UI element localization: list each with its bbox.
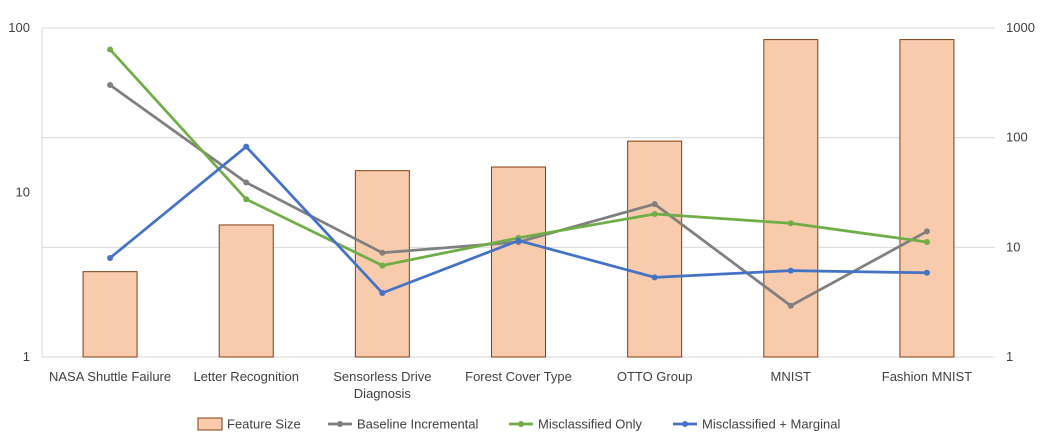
legend-label: Baseline Incremental [357,417,479,432]
right-tick-label: 1000 [1006,20,1035,35]
line-series [107,46,930,309]
data-point [243,196,250,203]
right-tick-label: 1 [1006,349,1013,364]
data-point [651,201,658,208]
category-label: Letter Recognition [193,369,299,384]
data-point [923,269,930,276]
bar [627,140,683,358]
bar-series [82,39,955,358]
right-tick-label: 100 [1006,130,1028,145]
data-point [107,46,114,53]
legend-label: Misclassified + Marginal [702,417,840,432]
legend-marker [518,421,524,427]
data-point [107,254,114,261]
bar [763,39,819,358]
left-tick-label: 100 [8,20,30,35]
data-point [787,220,794,227]
category-label: Sensorless Drive [333,369,431,384]
data-point [787,267,794,274]
legend-swatch [197,417,223,431]
data-point [243,143,250,150]
legend-label: Feature Size [227,417,301,432]
left-tick-label: 10 [16,185,30,200]
left-tick-label: 1 [23,349,30,364]
bar [82,271,138,358]
category-label: Forest Cover Type [465,369,572,384]
data-point [787,302,794,309]
data-point [923,239,930,246]
legend: Feature Size Baseline Incremental Misclass… [197,417,840,432]
category-label: NASA Shuttle Failure [49,369,171,384]
data-point [379,262,386,269]
right-tick-label: 10 [1006,239,1020,254]
category-label: Fashion MNIST [882,369,972,384]
axes: 1 10 100 1 10 100 1000 [8,20,1035,364]
legend-marker [337,421,343,427]
bar [218,224,274,358]
category-label: MNIST [771,369,812,384]
legend-marker [682,421,688,427]
data-point [379,289,386,296]
data-point [379,249,386,256]
category-label: OTTO Group [617,369,693,384]
bar [491,166,546,358]
data-point [107,82,114,89]
data-point [243,179,250,186]
data-point [515,237,522,244]
category-labels: NASA Shuttle Failure Letter Recognition Se… [49,369,972,401]
legend-label: Misclassified Only [538,417,643,432]
bar [899,39,955,358]
category-label: Diagnosis [354,386,412,401]
data-point [923,228,930,235]
data-point [651,274,658,281]
data-point [651,211,658,218]
